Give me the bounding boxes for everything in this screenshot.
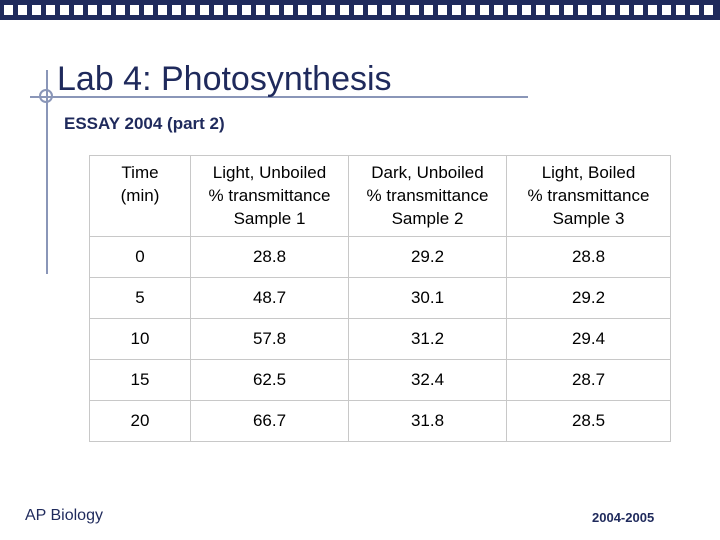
footer-left: AP Biology [25, 507, 103, 524]
decor-line [30, 96, 528, 98]
table-cell: 28.8 [190, 236, 349, 278]
header-cell: Time (min) [89, 155, 191, 237]
table-cell: 28.8 [506, 236, 671, 278]
header-text: (min) [120, 186, 160, 205]
header-text: % transmittance [527, 186, 650, 205]
header-cell: Light, Boiled % transmittance Sample 3 [506, 155, 671, 237]
table-cell: 29.2 [506, 277, 671, 319]
top-bar [0, 0, 720, 20]
header-text: Time [121, 163, 159, 182]
decor-circle [39, 89, 53, 103]
header-cell: Dark, Unboiled % transmittance Sample 2 [348, 155, 507, 237]
table-cell: 0 [89, 236, 191, 278]
header-row: Time (min) Light, Unboiled % transmittance S… [89, 155, 671, 237]
title: Lab 4: Photosynthesis [57, 60, 392, 98]
header-text: Sample 1 [233, 209, 306, 228]
table-cell: 31.8 [348, 400, 507, 442]
subtitle: ESSAY 2004 (part 2) [64, 114, 225, 133]
table-cell: 20 [89, 400, 191, 442]
footer-right: 2004-2005 [592, 510, 655, 525]
table-cell: 30.1 [348, 277, 507, 319]
header-text: % transmittance [366, 186, 489, 205]
header-text: Light, Boiled [541, 163, 636, 182]
table-row: 20 66.7 31.8 28.5 [89, 400, 671, 442]
table-cell: 10 [89, 318, 191, 360]
table-row: 15 62.5 32.4 28.7 [89, 359, 671, 401]
table-row: 0 28.8 29.2 28.8 [89, 236, 671, 278]
table-cell: 5 [89, 277, 191, 319]
data-table: Time (min) Light, Unboiled % transmittance S… [89, 155, 671, 442]
table-body: 0 28.8 29.2 28.8 5 48.7 30.1 29.2 10 57.8 31.2 29.4… [89, 236, 671, 442]
bar-pattern [4, 5, 716, 15]
table-cell: 15 [89, 359, 191, 401]
table-cell: 28.5 [506, 400, 671, 442]
header-text: Light, Unboiled [212, 163, 327, 182]
header-text: Sample 2 [391, 209, 464, 228]
table-cell: 66.7 [190, 400, 349, 442]
table-cell: 31.2 [348, 318, 507, 360]
header-text: Dark, Unboiled [371, 163, 484, 182]
header-cell: Light, Unboiled % transmittance Sample 1 [190, 155, 349, 237]
table-row: 10 57.8 31.2 29.4 [89, 318, 671, 360]
table-cell: 29.2 [348, 236, 507, 278]
header-text: Sample 3 [552, 209, 625, 228]
table-cell: 32.4 [348, 359, 507, 401]
table-cell: 48.7 [190, 277, 349, 319]
table-cell: 28.7 [506, 359, 671, 401]
header-text: % transmittance [208, 186, 331, 205]
table-cell: 62.5 [190, 359, 349, 401]
table-cell: 29.4 [506, 318, 671, 360]
table-cell: 57.8 [190, 318, 349, 360]
table-row: 5 48.7 30.1 29.2 [89, 277, 671, 319]
decor-line [46, 70, 48, 274]
